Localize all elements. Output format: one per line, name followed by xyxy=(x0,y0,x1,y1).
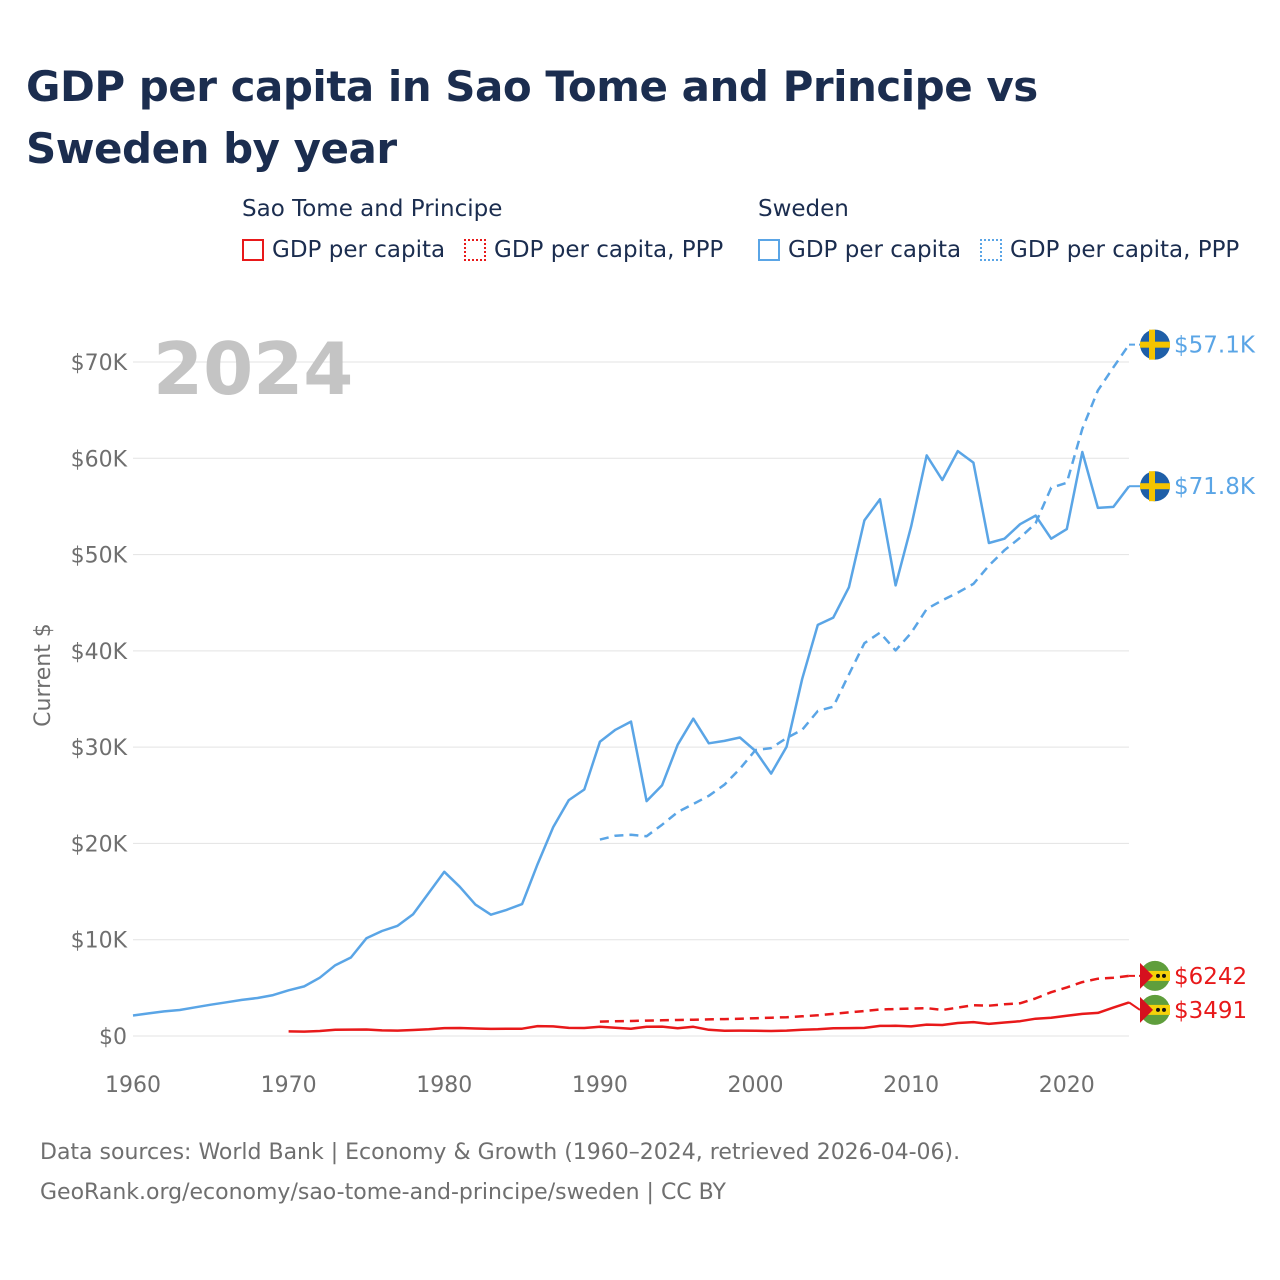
flag-band xyxy=(1140,1004,1170,1015)
legend-swatch-solid xyxy=(242,239,264,261)
y-tick-label: $50K xyxy=(71,544,128,569)
flag-triangle xyxy=(1140,962,1153,989)
footer-url[interactable]: GeoRank.org/economy/sao-tome-and-princip… xyxy=(40,1180,726,1205)
end-value-label: $57.1K xyxy=(1174,333,1256,359)
flag-star xyxy=(1162,1007,1166,1012)
legend-group-sao-tome: Sao Tome and Principe xyxy=(242,196,503,222)
legend-item-se-gdp-ppp[interactable]: GDP per capita, PPP xyxy=(980,237,1239,263)
y-tick-label: $40K xyxy=(71,640,128,665)
grid xyxy=(133,361,1129,1037)
x-tick-label: 1990 xyxy=(572,1073,628,1098)
flag-star xyxy=(1156,973,1160,978)
flag-band xyxy=(1140,970,1170,981)
end-value-label: $71.8K xyxy=(1174,474,1256,500)
series-line-sao-tome-and-principe-gdp-per-capita-ppp xyxy=(599,974,1130,1023)
year-watermark: 2024 xyxy=(153,327,353,411)
x-tick-label: 1960 xyxy=(105,1073,161,1098)
y-tick-label: $60K xyxy=(71,447,128,472)
series xyxy=(132,343,1131,1033)
end-connector xyxy=(1128,1001,1141,1011)
y-tick-label: $30K xyxy=(71,736,128,761)
legend-label: GDP per capita, PPP xyxy=(1010,237,1240,263)
y-tick-label: $70K xyxy=(71,351,128,376)
legend-item-stp-gdp-ppp[interactable]: GDP per capita, PPP xyxy=(464,237,723,263)
legend-item-stp-gdp[interactable]: GDP per capita xyxy=(242,237,445,263)
end-value-label: $6242 xyxy=(1174,964,1247,990)
end-value-label: $3491 xyxy=(1174,998,1247,1024)
x-tick-label: 1970 xyxy=(261,1073,317,1098)
legend-label: GDP per capita, PPP xyxy=(494,237,724,263)
axes: $0 $10K $20K $30K $40K $50K $60K $70K 1960 1970 19… xyxy=(71,351,1095,1098)
sweden-flag-icon xyxy=(1140,471,1170,502)
series-line-sweden-gdp-per-capita-ppp xyxy=(599,343,1131,841)
flag-star xyxy=(1162,973,1166,978)
y-tick-label: $0 xyxy=(99,1025,127,1050)
y-tick-label: $20K xyxy=(71,832,128,857)
x-tick-label: 1980 xyxy=(416,1073,472,1098)
y-tick-label: $10K xyxy=(71,929,128,954)
sao-tome-flag-icon xyxy=(1140,994,1170,1025)
flag-cross-v xyxy=(1149,471,1155,502)
legend-swatch-dotted xyxy=(980,239,1002,261)
line-chart: $0 $10K $20K $30K $40K $50K $60K $70K 1960 1970 19… xyxy=(31,327,1256,1098)
flag-triangle xyxy=(1140,996,1153,1023)
legend-label: GDP per capita xyxy=(272,237,446,263)
y-axis-label: Current $ xyxy=(31,623,56,727)
flag-cross-v xyxy=(1149,329,1155,360)
sao-tome-flag-icon xyxy=(1140,960,1170,991)
end-labels: $57.1K $71.8K $6242 $3491 xyxy=(1128,329,1256,1025)
legend-group-sweden: Sweden xyxy=(758,196,849,222)
x-tick-label: 2020 xyxy=(1039,1073,1095,1098)
chart-title: GDP per capita in Sao Tome and Principe … xyxy=(26,62,1038,173)
footer-sources: Data sources: World Bank | Economy & Gro… xyxy=(40,1140,961,1165)
legend-label: GDP per capita xyxy=(788,237,962,263)
legend-swatch-dotted xyxy=(464,239,486,261)
x-tick-label: 2000 xyxy=(728,1073,784,1098)
series-line-sweden-gdp-per-capita xyxy=(132,449,1130,1017)
x-tick-label: 2010 xyxy=(883,1073,939,1098)
series-line-sao-tome-and-principe-gdp-per-capita xyxy=(288,1001,1130,1033)
flag-star xyxy=(1156,1007,1160,1012)
sweden-flag-icon xyxy=(1140,329,1170,360)
legend-swatch-solid xyxy=(758,239,780,261)
legend-item-se-gdp[interactable]: GDP per capita xyxy=(758,237,961,263)
